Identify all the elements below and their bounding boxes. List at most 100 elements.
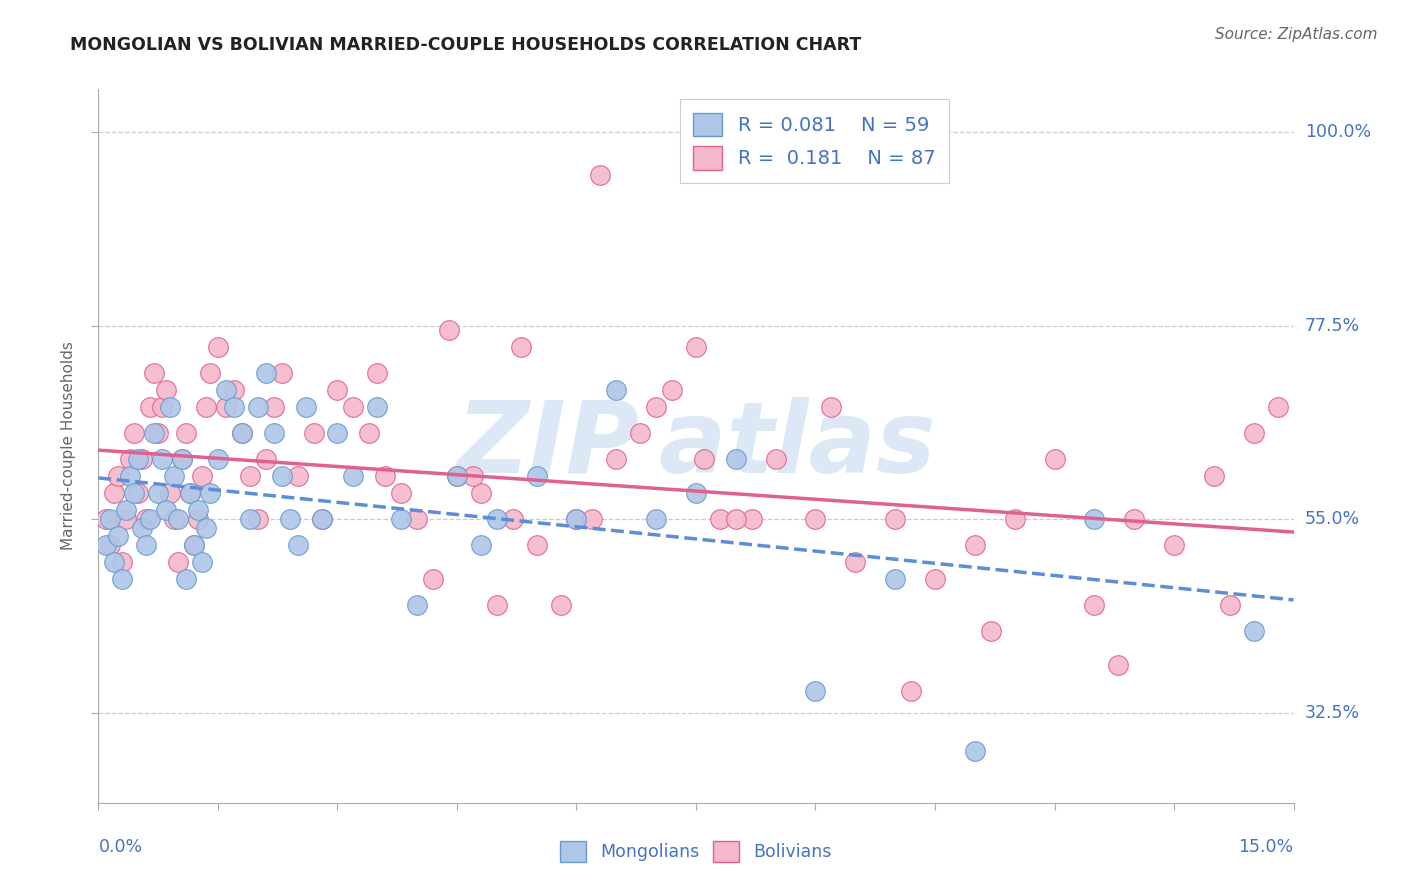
Point <box>150 451 173 466</box>
Point <box>724 512 747 526</box>
Point <box>1163 538 1185 552</box>
Point <box>1202 469 1225 483</box>
Point <box>231 426 253 441</box>
Point <box>231 426 253 441</box>
Point <box>246 512 269 526</box>
Point <box>550 598 572 612</box>
Point <box>581 512 603 526</box>
Point <box>804 684 827 698</box>
Point <box>172 451 194 466</box>
Point <box>980 624 1002 638</box>
Point <box>254 451 277 466</box>
Point <box>139 512 162 526</box>
Text: ZIP atlas: ZIP atlas <box>456 398 936 494</box>
Point <box>191 555 214 569</box>
Point <box>96 512 118 526</box>
Point <box>174 426 197 441</box>
Point <box>693 451 716 466</box>
Point <box>1107 658 1129 673</box>
Point <box>239 469 262 483</box>
Point <box>485 598 508 612</box>
Point <box>287 538 309 552</box>
Text: Source: ZipAtlas.com: Source: ZipAtlas.com <box>1215 27 1378 42</box>
Point <box>605 383 627 397</box>
Point <box>167 512 190 526</box>
Point <box>1123 512 1146 526</box>
Point <box>366 401 388 415</box>
Point <box>526 538 548 552</box>
Point <box>628 426 651 441</box>
Point <box>103 555 125 569</box>
Point <box>661 383 683 397</box>
Point <box>884 572 907 586</box>
Point <box>485 512 508 526</box>
Point <box>150 401 173 415</box>
Point <box>183 538 205 552</box>
Point <box>270 469 292 483</box>
Text: 32.5%: 32.5% <box>1305 704 1360 722</box>
Point <box>98 538 122 552</box>
Point <box>645 401 668 415</box>
Text: 77.5%: 77.5% <box>1305 317 1360 334</box>
Point <box>446 469 468 483</box>
Point <box>389 512 412 526</box>
Point <box>215 383 238 397</box>
Point <box>342 401 364 415</box>
Point <box>115 503 138 517</box>
Point <box>172 451 194 466</box>
Point <box>127 486 149 500</box>
Point <box>509 340 531 354</box>
Point <box>163 512 186 526</box>
Point <box>263 401 285 415</box>
Point <box>195 521 218 535</box>
Point <box>187 503 209 517</box>
Point <box>1083 512 1105 526</box>
Point <box>107 529 129 543</box>
Point <box>326 426 349 441</box>
Text: 100.0%: 100.0% <box>1305 123 1371 141</box>
Point <box>179 486 201 500</box>
Point <box>1243 426 1265 441</box>
Point <box>98 512 122 526</box>
Point <box>222 401 245 415</box>
Point <box>107 469 129 483</box>
Point <box>246 401 269 415</box>
Point <box>342 469 364 483</box>
Point <box>111 555 134 569</box>
Point <box>115 512 138 526</box>
Point <box>155 383 177 397</box>
Point <box>174 572 197 586</box>
Text: 55.0%: 55.0% <box>1305 510 1360 528</box>
Point <box>148 426 170 441</box>
Point <box>900 684 922 698</box>
Point <box>470 538 492 552</box>
Point <box>159 486 181 500</box>
Text: 15.0%: 15.0% <box>1239 838 1294 855</box>
Point <box>207 340 229 354</box>
Point <box>1004 512 1026 526</box>
Point <box>406 512 429 526</box>
Point <box>287 469 309 483</box>
Point <box>446 469 468 483</box>
Point <box>565 512 588 526</box>
Point <box>120 451 142 466</box>
Point <box>844 555 866 569</box>
Point <box>605 451 627 466</box>
Point <box>163 469 186 483</box>
Text: 0.0%: 0.0% <box>98 838 142 855</box>
Point <box>198 366 221 380</box>
Point <box>131 451 153 466</box>
Point <box>179 486 201 500</box>
Point <box>645 512 668 526</box>
Point <box>135 512 157 526</box>
Point <box>437 323 460 337</box>
Point <box>963 538 986 552</box>
Point <box>1043 451 1066 466</box>
Point <box>222 383 245 397</box>
Point <box>120 469 142 483</box>
Point <box>1083 598 1105 612</box>
Point <box>741 512 763 526</box>
Point <box>374 469 396 483</box>
Point <box>389 486 412 500</box>
Point <box>143 366 166 380</box>
